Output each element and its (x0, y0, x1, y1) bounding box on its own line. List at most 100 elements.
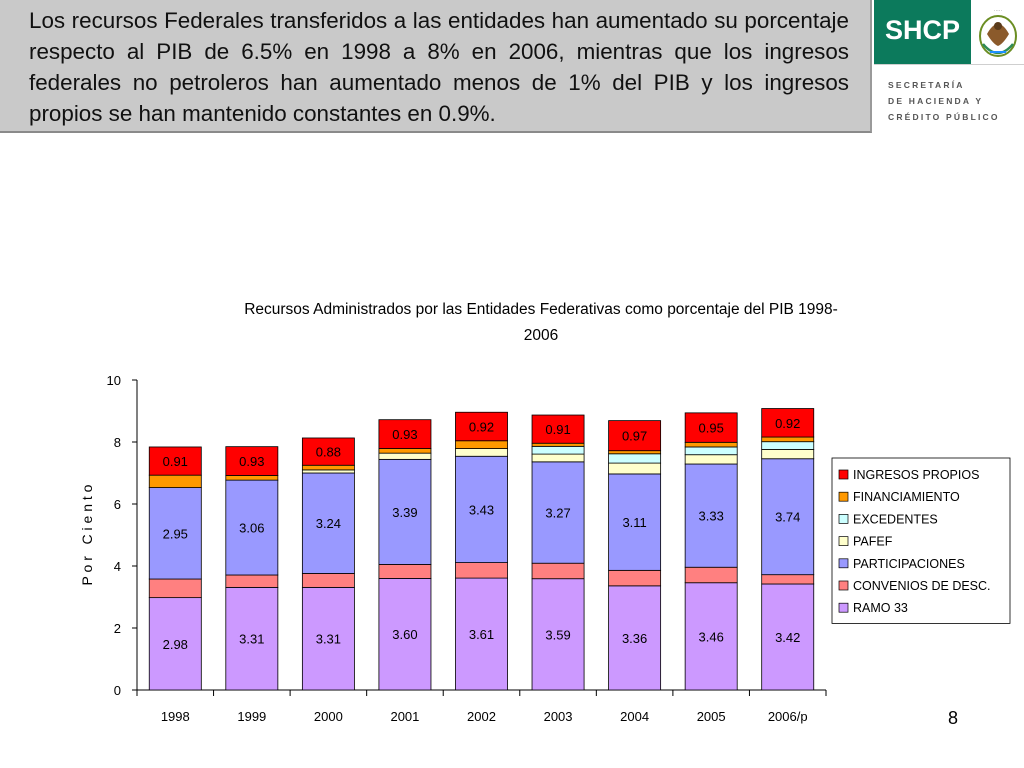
bar-segment (531, 453, 585, 463)
bar-segment (608, 473, 662, 571)
shcp-logo-box: SHCP (874, 0, 971, 64)
data-label: 3.42 (775, 630, 800, 645)
bar-segment (301, 472, 355, 574)
svg-text:·····: ····· (994, 8, 1003, 14)
bar-segment (531, 461, 585, 564)
bar-segment (684, 412, 738, 443)
plot-area: 0 2 4 6 8 10 1998 1999 2000 2001 2002 2003 2004 2005 2… (107, 373, 827, 724)
bar-segment (225, 574, 279, 588)
data-label: 0.93 (239, 454, 264, 469)
bar-segment (608, 585, 662, 691)
header-text: Los recursos Federales transferidos a la… (29, 8, 849, 126)
bar-segment (455, 455, 508, 563)
legend-label: PAFEF (853, 535, 893, 549)
legend-label: PARTICIPACIONES (853, 557, 965, 571)
logo-divider (874, 64, 1024, 65)
bar-segment (301, 469, 355, 474)
legend-swatch (838, 536, 849, 546)
bar-segment (608, 462, 662, 475)
data-label: 0.97 (622, 429, 647, 444)
chart-title-line-2: 2006 (524, 327, 558, 344)
data-label: 3.46 (699, 629, 724, 644)
data-label: 3.06 (239, 521, 264, 536)
data-label: 3.11 (622, 515, 646, 530)
bar-segment (148, 597, 202, 691)
legend-label: INGRESOS PROPIOS (853, 468, 979, 482)
data-label: 3.59 (545, 627, 570, 642)
y-tick-label: 8 (114, 435, 121, 450)
bar-segment (531, 442, 585, 447)
bar-segment (378, 564, 432, 579)
legend-label: CONVENIOS DE DESC. (853, 579, 991, 593)
x-tick-label: 2004 (620, 709, 649, 724)
data-label: 3.60 (392, 627, 417, 642)
logo-line-2: DE HACIENDA Y (888, 96, 984, 106)
bar-segment (225, 586, 279, 691)
chart-title-line-1: Recursos Administrados por las Entidades… (244, 301, 838, 318)
chart-legend: INGRESOS PROPIOS FINANCIAMIENTO EXCEDENTES… (831, 457, 1011, 624)
x-tick-label: 2006/p (768, 709, 808, 724)
legend-swatch (838, 580, 849, 591)
y-tick-label: 4 (114, 559, 121, 574)
bar-segment (455, 577, 508, 691)
bar-segment (455, 562, 508, 579)
shcp-logo: SHCP ····· SECRETARÍA DE HACIENDA Y CRÉD… (874, 0, 1024, 133)
bar-segment (761, 583, 815, 691)
bar-segment (608, 569, 662, 587)
bar-segment (225, 479, 279, 576)
data-label: 3.24 (316, 516, 341, 531)
legend-swatch (838, 514, 849, 524)
data-label: 3.31 (239, 632, 264, 647)
y-tick-label: 2 (114, 621, 121, 636)
x-tick-label: 2000 (314, 709, 343, 724)
header-panel: Los recursos Federales transferidos a la… (0, 0, 872, 133)
data-label: 0.88 (316, 445, 341, 460)
y-tick-label: 10 (107, 373, 121, 388)
bar-segment (148, 578, 202, 599)
data-label: 2.95 (163, 526, 188, 541)
bar-segment (148, 474, 202, 488)
bar-segment (148, 446, 202, 476)
bar-segment (148, 487, 202, 580)
bar-segment (684, 446, 738, 456)
x-tick-label: 2003 (544, 709, 573, 724)
y-tick-label: 6 (114, 497, 121, 512)
bar-segment (378, 578, 432, 691)
data-label: 0.95 (699, 421, 724, 436)
legend-label: EXCEDENTES (853, 512, 938, 526)
bar-segment (301, 437, 355, 466)
y-axis-label: P o r C i e n t o (79, 484, 95, 585)
bar-segment (608, 453, 662, 464)
x-tick-label: 2005 (697, 709, 726, 724)
legend-label: FINANCIAMIENTO (853, 490, 960, 504)
data-label: 3.61 (469, 627, 494, 642)
x-tick-label: 1999 (237, 709, 266, 724)
bar-segment (761, 436, 815, 443)
bar-segment (684, 454, 738, 465)
x-tick-label: 2002 (467, 709, 496, 724)
logo-acronym: SHCP (885, 15, 961, 45)
coat-of-arms-icon: ····· (979, 8, 1017, 57)
bar-segment (301, 586, 355, 691)
bar-segment (531, 562, 585, 580)
bar-segment (378, 448, 432, 454)
data-label: 3.33 (699, 509, 724, 524)
page-number: 8 (948, 708, 959, 728)
bar-segment (455, 440, 508, 449)
legend-swatch (838, 491, 849, 502)
bar-segment (378, 458, 432, 565)
legend-swatch (838, 602, 849, 613)
x-tick-label: 1998 (161, 709, 190, 724)
bar-segment (761, 408, 815, 438)
bar-segment (531, 445, 585, 455)
bar-segment (455, 411, 508, 442)
legend-swatch (838, 469, 849, 480)
legend-label: RAMO 33 (853, 601, 908, 615)
data-label: 0.93 (392, 427, 417, 442)
bar-segment (531, 414, 585, 444)
logo-line-3: CRÉDITO PÚBLICO (888, 112, 1000, 122)
bar-segment (761, 441, 815, 450)
bar-segment (608, 420, 662, 452)
data-label: 3.74 (775, 510, 800, 525)
